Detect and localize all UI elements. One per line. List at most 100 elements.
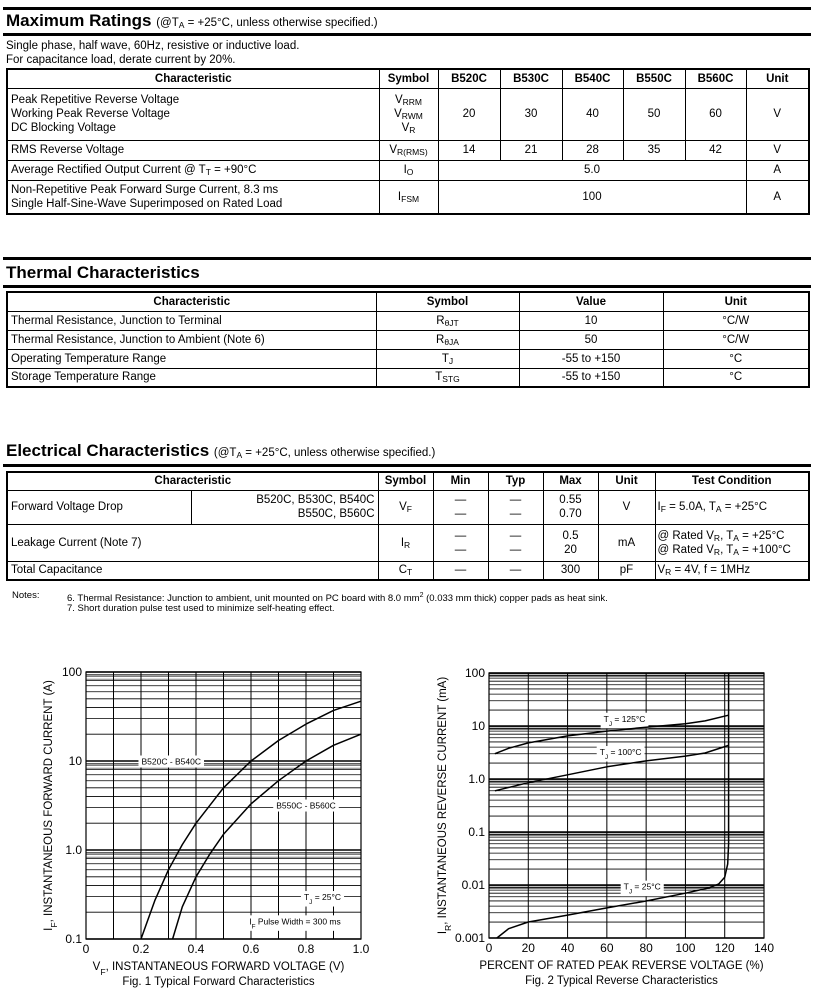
cell-line: — bbox=[454, 564, 467, 577]
cell-line: — bbox=[509, 543, 522, 556]
max-ratings-title: Maximum Ratings (@TA = +25°C, unless oth… bbox=[6, 11, 378, 31]
value-cell: 10 bbox=[518, 310, 664, 331]
value-cell: 28 bbox=[561, 139, 624, 161]
characteristic-cell: Average Rectified Output Current @ TT = … bbox=[6, 159, 380, 181]
curve-label: TJ = 125°C bbox=[604, 714, 646, 728]
unit-cell: mA bbox=[597, 523, 656, 562]
table-row: Operating Temperature Range TJ -55 to +150… bbox=[6, 348, 810, 369]
cell-line: 20 bbox=[564, 543, 577, 556]
typ-cell: — bbox=[487, 560, 544, 581]
symbol-cell: VF bbox=[377, 489, 434, 525]
cell-line: 300 bbox=[560, 564, 581, 577]
x-tick-label: 60 bbox=[600, 941, 614, 955]
cell-line: RMS Reverse Voltage bbox=[11, 144, 125, 156]
intro-line: Single phase, half wave, 60Hz, resistive… bbox=[6, 40, 300, 52]
characteristic-cell: Thermal Resistance, Junction to Ambient … bbox=[6, 329, 377, 350]
test-condition-cell: IF = 5.0A, TA = +25°C bbox=[654, 489, 810, 525]
value-cell: 30 bbox=[499, 87, 563, 141]
curve-label-background bbox=[246, 915, 344, 931]
column-header: Symbol bbox=[377, 471, 434, 491]
section-rule bbox=[3, 285, 811, 288]
x-tick-label: 140 bbox=[754, 941, 774, 955]
cell-line: 0.5 bbox=[562, 529, 579, 542]
notes-label: Notes: bbox=[12, 590, 40, 601]
cell-line: Peak Repetitive Reverse Voltage bbox=[11, 94, 180, 106]
unit-cell: V bbox=[597, 489, 656, 525]
figure-caption: Fig. 2 Typical Reverse Characteristics bbox=[525, 975, 718, 987]
x-tick-label: 0.2 bbox=[133, 942, 150, 956]
value-cell: 60 bbox=[684, 87, 747, 141]
value-cell: 14 bbox=[437, 139, 501, 161]
column-header: Test Condition bbox=[654, 471, 810, 491]
cell-line: VRWM bbox=[394, 108, 423, 121]
table-row: Thermal Resistance, Junction to Ambient … bbox=[6, 329, 810, 350]
symbol-cell: IR bbox=[377, 523, 434, 562]
cell-line: B520C, B530C, B540C bbox=[256, 494, 375, 506]
characteristic-cell: Total Capacitance bbox=[6, 560, 379, 581]
plot-frame bbox=[488, 672, 765, 939]
column-header: B520C bbox=[437, 68, 501, 89]
value-cell: 50 bbox=[622, 87, 686, 141]
min-cell: — — bbox=[432, 523, 489, 562]
table-row: RMS Reverse Voltage VR(RMS) 14 21 28 35 42 V bbox=[6, 139, 810, 161]
cell-line: B550C, B560C bbox=[297, 508, 375, 520]
x-tick-label: 0 bbox=[83, 942, 90, 956]
unit-cell: °C/W bbox=[662, 329, 810, 350]
table-row: Total Capacitance CT — — 300 pF VR = 4V, f = 1… bbox=[6, 560, 810, 581]
column-header: Min bbox=[432, 471, 489, 491]
cell-line: IFSM bbox=[397, 190, 420, 204]
column-header: Unit bbox=[597, 471, 656, 491]
value-cell: 100 bbox=[437, 179, 747, 215]
unit-cell: °C bbox=[662, 348, 810, 369]
cell-line: — bbox=[454, 529, 467, 542]
unit-cell: A bbox=[745, 179, 810, 215]
characteristic-cell: Non-Repetitive Peak Forward Surge Curren… bbox=[6, 179, 380, 215]
characteristic-cell: RMS Reverse Voltage bbox=[6, 139, 380, 161]
y-tick-label: 10 bbox=[472, 719, 486, 733]
cell-line: IO bbox=[403, 164, 414, 177]
unit-cell: A bbox=[745, 159, 810, 181]
unit-cell: pF bbox=[597, 560, 656, 581]
plot-frame bbox=[85, 671, 362, 940]
curve-label-background bbox=[596, 746, 645, 762]
cell-line: Non-Repetitive Peak Forward Surge Curren… bbox=[11, 183, 279, 196]
column-header: Characteristic bbox=[6, 291, 377, 312]
cell-line: @ Rated VR, TA = +25°C bbox=[657, 529, 785, 543]
x-tick-label: 1.0 bbox=[353, 942, 370, 956]
cell-line: Average Rectified Output Current @ TT = … bbox=[11, 164, 257, 177]
value-cell: 35 bbox=[622, 139, 686, 161]
cell-line: — bbox=[454, 543, 467, 556]
unit-cell: °C bbox=[662, 367, 810, 388]
column-header: Symbol bbox=[375, 291, 520, 312]
series-line-tj-100-c bbox=[494, 744, 729, 792]
y-tick-label: 1.0 bbox=[468, 772, 485, 786]
curve-label: IF Pulse Width = 300 ms bbox=[249, 916, 341, 930]
thermal-table: Characteristic Symbol Value Unit Thermal Res… bbox=[6, 291, 810, 388]
table-row: Storage Temperature Range TSTG -55 to +150… bbox=[6, 367, 810, 388]
symbol-cell: RθJT bbox=[375, 310, 520, 331]
y-axis-label: IF, INSTANTANEOUS FORWARD CURRENT (A) bbox=[43, 680, 59, 931]
cell-line: IF = 5.0A, TA = +25°C bbox=[657, 501, 768, 514]
curve-label: TJ = 25°C bbox=[304, 892, 341, 906]
value-cell: 42 bbox=[684, 139, 747, 161]
y-tick-label: 0.001 bbox=[455, 931, 485, 945]
curve-label: B520C - B540C bbox=[141, 757, 201, 767]
part-numbers-cell: B520C, B530C, B540C B550C, B560C bbox=[190, 489, 379, 525]
table-row: Non-Repetitive Peak Forward Surge Curren… bbox=[6, 179, 810, 215]
cell-line: — bbox=[509, 494, 522, 506]
section-rule bbox=[3, 464, 811, 467]
unit-cell: V bbox=[745, 87, 810, 141]
curve-label-background bbox=[620, 880, 664, 897]
cell-line: 0.70 bbox=[559, 508, 582, 520]
min-cell: — bbox=[432, 560, 489, 581]
y-tick-label: 100 bbox=[465, 666, 485, 680]
table-row: Thermal Resistance, Junction to Terminal… bbox=[6, 310, 810, 331]
x-tick-label: 0.6 bbox=[243, 942, 260, 956]
value-cell: 21 bbox=[499, 139, 563, 161]
series-line-b520c-b540c bbox=[140, 700, 362, 940]
grid bbox=[85, 671, 362, 940]
y-tick-label: 0.1 bbox=[65, 932, 82, 946]
intro-line: For capacitance load, derate current by … bbox=[6, 54, 236, 66]
y-tick-label: 0.1 bbox=[468, 825, 485, 839]
section-rule bbox=[3, 33, 811, 36]
